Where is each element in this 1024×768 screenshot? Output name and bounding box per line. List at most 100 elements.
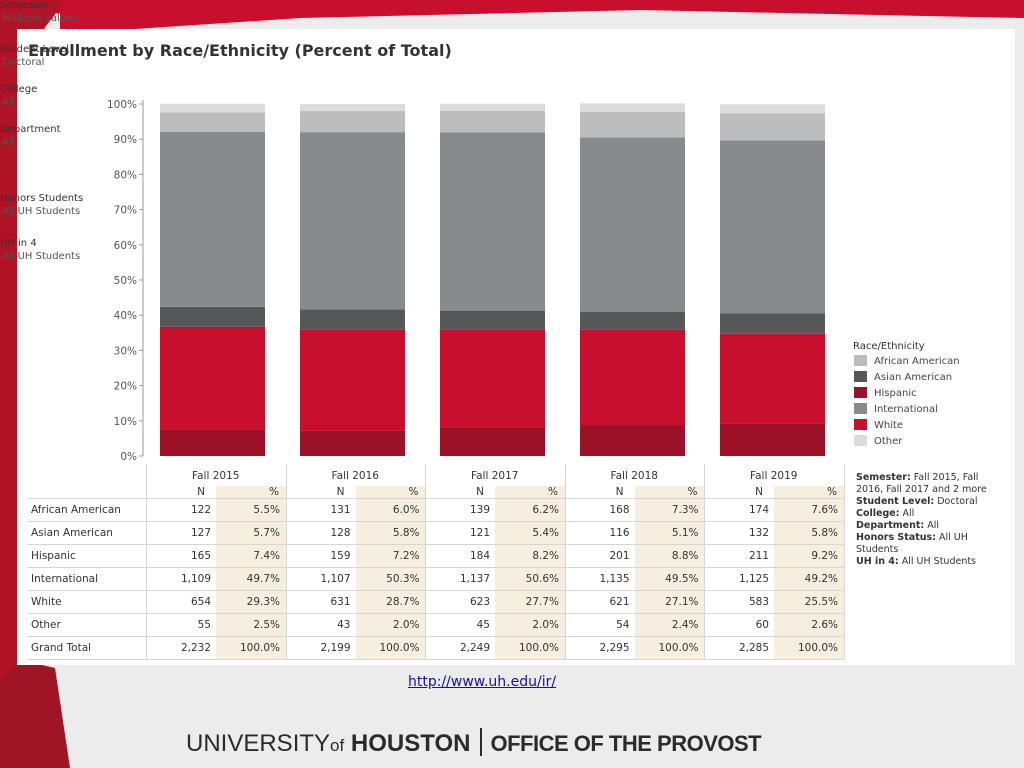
bar-segment-other[interactable] xyxy=(580,103,685,112)
table-column-divider xyxy=(843,464,845,659)
legend-item-hispanic[interactable]: Hispanic xyxy=(854,387,917,399)
table-cell-pct: 27.7% xyxy=(525,596,559,608)
table-cell-pct: 5.7% xyxy=(253,527,280,539)
table-pct-header: % xyxy=(408,486,419,498)
bar-segment-other[interactable] xyxy=(300,104,405,112)
table-cell-pct: 5.8% xyxy=(392,527,420,539)
legend-item-international[interactable]: International xyxy=(854,403,938,415)
table-cell-pct: 5.5% xyxy=(253,504,280,516)
table-row-divider xyxy=(27,590,844,591)
ir-website-link[interactable]: http://www.uh.edu/ir/ xyxy=(408,674,557,690)
filter-uh-in-4[interactable]: UH in 4 All UH Students xyxy=(0,238,80,262)
bar-segment-international[interactable] xyxy=(160,131,265,307)
bar-segment-international[interactable] xyxy=(300,132,405,310)
bar-segment-hispanic[interactable] xyxy=(720,423,825,456)
table-cell-n: 631 xyxy=(330,596,351,608)
table-cell-n: 2,199 xyxy=(320,642,351,654)
bar-segment-hispanic[interactable] xyxy=(160,429,265,456)
bar-segment-african-american[interactable] xyxy=(720,113,825,141)
bar-segment-hispanic[interactable] xyxy=(580,425,685,456)
filter-college[interactable]: College All xyxy=(0,84,37,108)
bar-segment-white[interactable] xyxy=(440,329,545,428)
table-cell-n: 54 xyxy=(616,619,630,631)
chart-title: Enrollment by Race/Ethnicity (Percent of… xyxy=(28,41,452,60)
bar-segment-hispanic[interactable] xyxy=(300,430,405,456)
table-cell-pct: 7.3% xyxy=(671,504,699,516)
table-cell-pct: 8.2% xyxy=(532,550,559,562)
bar-segment-asian-american[interactable] xyxy=(440,310,545,330)
bar-segment-international[interactable] xyxy=(440,132,545,311)
filter-label: Department xyxy=(0,124,61,135)
bar-segment-international[interactable] xyxy=(580,137,685,312)
bar-segment-african-american[interactable] xyxy=(440,110,545,133)
bar-segment-other[interactable] xyxy=(440,103,545,111)
table-cell-pct: 49.2% xyxy=(804,573,838,585)
bar-segment-other[interactable] xyxy=(160,103,265,113)
table-row-label: Asian American xyxy=(31,527,113,539)
bar-segment-african-american[interactable] xyxy=(580,111,685,138)
table-cell-pct: 8.8% xyxy=(671,550,699,562)
y-tick-label: 10% xyxy=(114,416,137,428)
table-cell-n: 168 xyxy=(609,504,630,516)
legend-item-african-american[interactable]: African American xyxy=(854,355,960,367)
bar-segment-asian-american[interactable] xyxy=(300,309,405,330)
y-tick-label: 20% xyxy=(114,381,137,393)
table-cell-n: 184 xyxy=(469,550,490,562)
table-cell-n: 211 xyxy=(748,550,769,562)
table-cell-pct: 2.0% xyxy=(392,619,420,631)
table-cell-pct: 100.0% xyxy=(658,642,699,654)
table-cell-pct: 7.4% xyxy=(253,550,280,562)
legend-item-white[interactable]: White xyxy=(854,419,903,431)
filter-semester[interactable]: Semester Multiple values xyxy=(0,0,77,24)
filter-label: College xyxy=(0,84,38,95)
bar-segment-white[interactable] xyxy=(580,329,685,426)
table-row-label: International xyxy=(31,573,99,585)
bar-segment-asian-american[interactable] xyxy=(160,306,265,327)
filter-label: Honors Students xyxy=(0,193,84,204)
bar-segment-other[interactable] xyxy=(720,104,825,114)
legend-item-asian-american[interactable]: Asian American xyxy=(854,371,952,383)
bar-segment-white[interactable] xyxy=(720,333,825,424)
filter-student-level[interactable]: Student Level Doctoral xyxy=(0,44,69,68)
table-semester-header: Fall 2019 xyxy=(750,470,798,482)
filter-department[interactable]: Department All xyxy=(0,124,61,148)
table-n-header: N xyxy=(336,486,345,498)
filter-honors-students[interactable]: Honors Students All UH Students xyxy=(0,193,83,217)
pct-column-bg xyxy=(355,486,425,659)
left-red-swoosh xyxy=(0,660,70,768)
table-cell-pct: 49.5% xyxy=(665,573,699,585)
table-column-divider xyxy=(564,464,566,659)
bar-segment-white[interactable] xyxy=(300,329,405,431)
summary-level-value: Doctoral xyxy=(937,496,978,507)
table-cell-n: 1,137 xyxy=(459,573,490,585)
filter-label: UH in 4 xyxy=(0,238,37,249)
table-semester-header: Fall 2016 xyxy=(331,470,379,482)
table-row-divider xyxy=(27,567,844,568)
bar-segment-international[interactable] xyxy=(720,140,825,314)
table-cell-pct: 50.3% xyxy=(386,573,420,585)
bar-stack xyxy=(580,103,685,456)
table-cell-n: 43 xyxy=(337,619,351,631)
table-cell-n: 2,295 xyxy=(599,642,630,654)
y-tick-label: 90% xyxy=(114,134,137,146)
bar-segment-african-american[interactable] xyxy=(160,112,265,132)
pct-column-bg xyxy=(495,486,565,659)
table-pct-header: % xyxy=(548,486,558,498)
bar-segment-white[interactable] xyxy=(160,326,265,430)
table-cell-n: 128 xyxy=(330,527,351,539)
table-semester-header: Fall 2017 xyxy=(471,470,519,482)
table-pct-header: % xyxy=(827,486,837,498)
bar-segment-african-american[interactable] xyxy=(300,111,405,133)
bar-segment-asian-american[interactable] xyxy=(720,313,825,334)
summary-level-label: Student Level: xyxy=(856,496,935,507)
table-column-divider xyxy=(425,464,426,659)
table-cell-n: 201 xyxy=(609,550,630,562)
bar-segment-asian-american[interactable] xyxy=(580,311,685,330)
filter-value: Multiple values xyxy=(2,13,78,24)
table-cell-pct: 2.6% xyxy=(811,619,838,631)
table-row-divider xyxy=(27,636,844,637)
bar-segment-hispanic[interactable] xyxy=(440,427,545,456)
table-row-divider xyxy=(27,498,844,499)
legend-item-other[interactable]: Other xyxy=(854,435,902,447)
